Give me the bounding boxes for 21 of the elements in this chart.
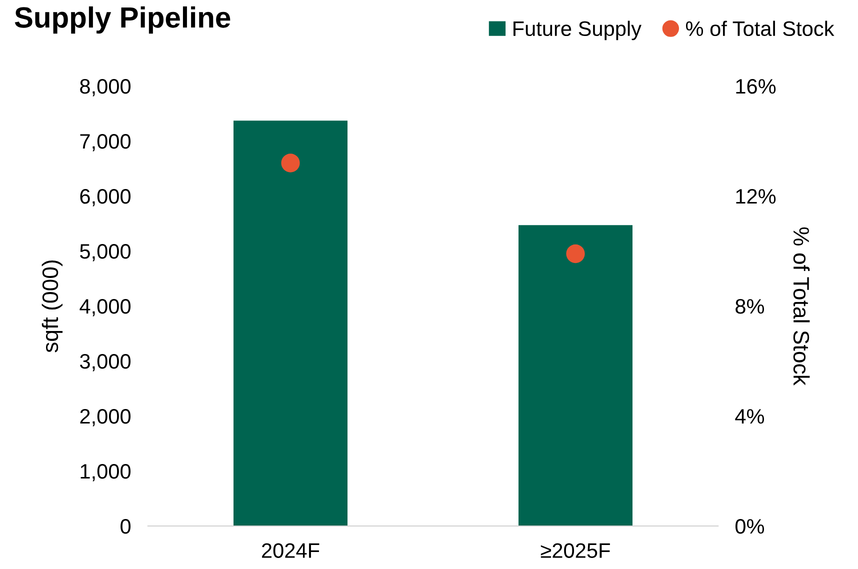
x-tick-label: ≥2025F <box>540 543 610 558</box>
y-tick-label: 1,000 <box>80 464 131 482</box>
y-tick-label: 8,000 <box>80 79 131 96</box>
y-tick-label: 0 <box>120 519 131 534</box>
y-tick-label: 4,000 <box>80 299 131 316</box>
legend-label: % of Total Stock <box>686 20 834 36</box>
y-tick-label: 6,000 <box>80 189 131 206</box>
chart-title: Supply Pipeline <box>14 6 230 34</box>
x-tick-label: 2024F <box>262 543 320 558</box>
y-tick-label: 7,000 <box>80 134 131 152</box>
y2-tick-label: 0% <box>735 519 764 534</box>
y2-axis-title: % of Total Stock <box>793 227 810 386</box>
y-tick-label: 2,000 <box>80 409 131 426</box>
y2-tick-label: 4% <box>735 409 764 424</box>
y2-tick-label: 12% <box>736 189 776 204</box>
y-tick-label: 3,000 <box>80 354 131 372</box>
y2-tick-label: 16% <box>736 79 776 94</box>
legend-label: Future Supply <box>514 20 642 40</box>
y-axis-title: sqft (000) <box>42 260 63 352</box>
y-tick-label: 5,000 <box>80 244 131 262</box>
y2-tick-label: 8% <box>736 299 764 314</box>
